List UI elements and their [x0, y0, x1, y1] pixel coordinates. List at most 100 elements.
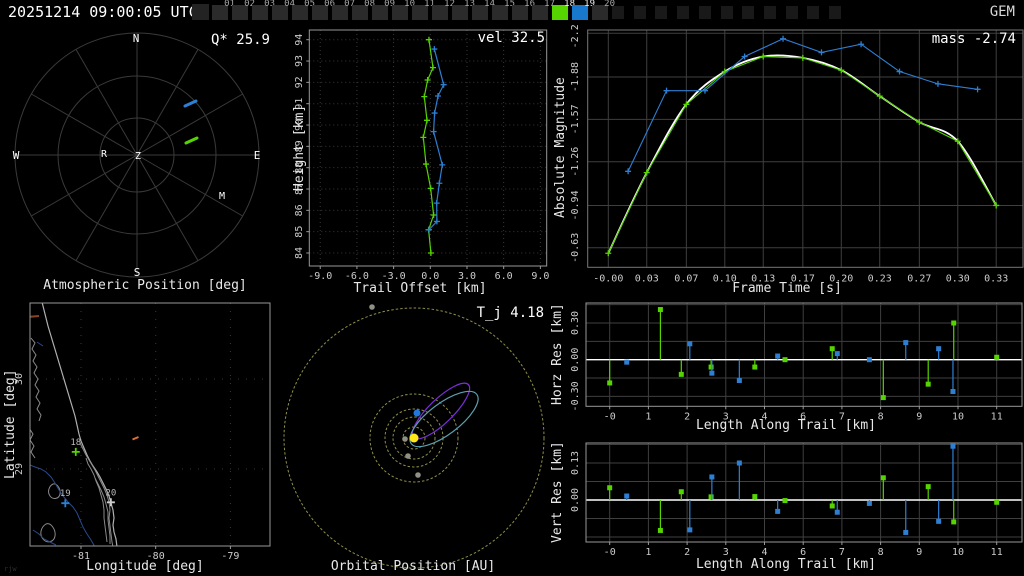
- atmospheric-position-panel: N E S W Z R M Q* 25.9 Atmospheric Position [de…: [0, 24, 290, 298]
- state-border: [30, 315, 40, 318]
- tick-label: 2: [684, 411, 690, 422]
- frame-cell-08[interactable]: 08: [352, 0, 375, 20]
- tick-label: -0.30: [570, 381, 581, 411]
- trail-series-station-18: [422, 39, 435, 254]
- plot-frame: [585, 302, 1023, 407]
- frame-number: 09: [384, 0, 395, 9]
- residual-point-station-19: [775, 353, 781, 359]
- residual-point-station-18: [829, 503, 835, 509]
- tick-label: -0.94: [570, 190, 581, 220]
- compass-label-N: N: [133, 32, 140, 45]
- polar-spoke: [31, 154, 138, 217]
- data-point-marker: [838, 67, 845, 74]
- data-point-marker: [431, 46, 438, 53]
- tick-label: 0.13: [751, 273, 775, 284]
- frame-cell-20[interactable]: 20: [592, 0, 615, 20]
- earth-dot: [413, 409, 421, 417]
- tick-label: 0.33: [984, 273, 1008, 284]
- planet-dot: [402, 436, 408, 442]
- elevation-ring: [57, 75, 217, 235]
- magnitude-axis-label: Absolute Magnitude: [553, 77, 568, 218]
- frame-number: 12: [444, 0, 455, 9]
- tick-label: 9.0: [531, 271, 549, 282]
- data-point-marker: [701, 87, 708, 94]
- frame-cell-15[interactable]: 15: [492, 0, 515, 20]
- frame-cell-11[interactable]: 11: [412, 0, 435, 20]
- frame-cell-14[interactable]: 14: [472, 0, 495, 20]
- tick-label: 3: [723, 411, 729, 422]
- planet-orbit: [392, 416, 436, 460]
- frame-cell-12[interactable]: 12: [432, 0, 455, 20]
- residual-point-station-19: [709, 370, 715, 376]
- frame-cell-04[interactable]: 04: [272, 0, 295, 20]
- vert-length-title: Length Along Trail [km]: [695, 557, 876, 572]
- residual-point-station-18: [925, 484, 931, 490]
- frame-cell-blank: [633, 6, 646, 19]
- residual-point-station-19: [624, 359, 630, 365]
- station-cross-20: [106, 498, 115, 507]
- residual-point-station-18: [925, 381, 931, 387]
- frame-cell-05[interactable]: 05: [292, 0, 315, 20]
- tick-label: 7: [839, 547, 845, 558]
- frame-cell-18[interactable]: 18: [552, 0, 575, 20]
- frame-cell-03[interactable]: 03: [252, 0, 275, 20]
- moon-marker: M: [219, 191, 225, 202]
- horz-residuals-panel: -0 1 2 3 4 6 7 8 9 10 11 0.30 0.00 -0.30 Horz Res [km…: [548, 298, 1024, 436]
- residual-point-station-18: [829, 346, 835, 352]
- frame-number: 07: [344, 0, 355, 9]
- islands-lagoon: [30, 337, 114, 546]
- frame-cell-13[interactable]: 13: [452, 0, 475, 20]
- atmospheric-position-plot: N E S W Z R M: [13, 32, 261, 279]
- frame-cell-blank: [612, 6, 624, 19]
- frame-number: 11: [424, 0, 435, 9]
- mass-annotation: mass -2.74: [931, 31, 1016, 47]
- orbital-position-plot: [283, 304, 545, 569]
- residual-point-station-18: [708, 364, 714, 370]
- residual-point-station-19: [736, 377, 742, 383]
- frame-cell-blank: [655, 6, 668, 19]
- station-label-18: 18: [70, 438, 81, 448]
- residual-point-station-19: [866, 357, 872, 363]
- tick-label: 3.0: [458, 271, 476, 282]
- frame-cell-17[interactable]: 17: [532, 0, 555, 20]
- tick-label: -6.0: [345, 271, 369, 282]
- river: [30, 341, 96, 546]
- frame-cell-10[interactable]: 10: [392, 0, 415, 20]
- tick-label: 9: [916, 411, 922, 422]
- velocity-annotation: vel 32.5: [477, 30, 545, 46]
- frame-cell-01[interactable]: 01: [212, 0, 235, 20]
- trail-series-station-19: [428, 48, 445, 231]
- data-point-marker: [896, 68, 903, 75]
- frame-cell-07[interactable]: 07: [332, 0, 355, 20]
- frame-cell-19[interactable]: 19: [572, 0, 595, 20]
- residual-point-station-18: [657, 527, 663, 533]
- planet-orbit: [369, 393, 459, 483]
- plot-frame: [29, 302, 271, 547]
- compass-label-S: S: [134, 266, 141, 279]
- residual-point-station-18: [678, 371, 684, 377]
- frame-cell-02[interactable]: 02: [232, 0, 255, 20]
- residual-point-station-18: [752, 364, 758, 370]
- frame-cell-06[interactable]: 06: [312, 0, 335, 20]
- frame-cell-09[interactable]: 09: [372, 0, 395, 20]
- data-point-marker: [974, 86, 981, 93]
- tick-label: -0.00: [593, 273, 623, 284]
- light-curve-plot: -0.00 0.03 0.07 0.10 0.13 0.17 0.20 0.23 0.27 0.3…: [570, 24, 1024, 284]
- residual-point-station-19: [736, 460, 742, 466]
- orbital-position-panel: T_j 4.18 Orbital Position [AU]: [278, 298, 548, 576]
- residual-point-station-19: [687, 527, 693, 533]
- residual-point-station-18: [782, 498, 788, 504]
- residual-point-station-18: [951, 519, 957, 525]
- data-point-marker: [423, 161, 430, 168]
- tick-label: -2.20: [570, 24, 581, 48]
- residual-point-station-18: [951, 320, 957, 326]
- residual-point-station-18: [994, 499, 1000, 505]
- data-point-marker: [760, 53, 767, 60]
- frame-cell-16[interactable]: 16: [512, 0, 535, 20]
- frame-number: 02: [244, 0, 255, 9]
- tick-label: 94: [294, 34, 305, 46]
- data-point-marker: [430, 212, 437, 219]
- lightcurve-series-station-19: [627, 38, 978, 172]
- tick-label: -3.0: [382, 271, 406, 282]
- data-point-marker: [858, 41, 865, 48]
